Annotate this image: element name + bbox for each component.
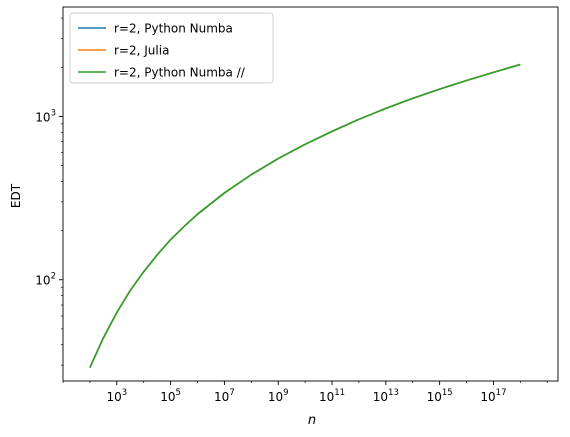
legend: r=2, Python Numba r=2, Julia r=2, Python N… [69, 12, 274, 84]
y-axis-label: EDT [9, 183, 23, 208]
x-tick-label-1: 103 [106, 388, 127, 404]
axes-frame [62, 6, 559, 382]
x-tick-label-4: 109 [268, 388, 289, 404]
x-tick-label-8: 1017 [480, 388, 506, 404]
legend-label-3: r=2, Python Numba // [114, 66, 246, 80]
x-tick-label-6: 1013 [373, 388, 399, 404]
series-line-3 [89, 63, 521, 368]
axis-ticks: 103 105 107 109 1011 1013 1015 1017 102 103 [35, 17, 548, 404]
series-line-1 [89, 63, 521, 368]
x-tick-label-7: 1015 [427, 388, 453, 404]
x-tick-label-2: 105 [160, 388, 181, 404]
series-lines [89, 63, 521, 368]
x-axis-label: n [308, 413, 316, 428]
x-tick-label-3: 107 [214, 388, 235, 404]
y-tick-label-1: 102 [35, 272, 56, 288]
legend-box [69, 12, 274, 84]
legend-label-1: r=2, Python Numba [114, 22, 233, 36]
series-line-2 [89, 63, 521, 368]
y-tick-label-2: 103 [35, 108, 56, 124]
legend-label-2: r=2, Julia [114, 44, 169, 58]
x-tick-label-5: 1011 [319, 388, 345, 404]
